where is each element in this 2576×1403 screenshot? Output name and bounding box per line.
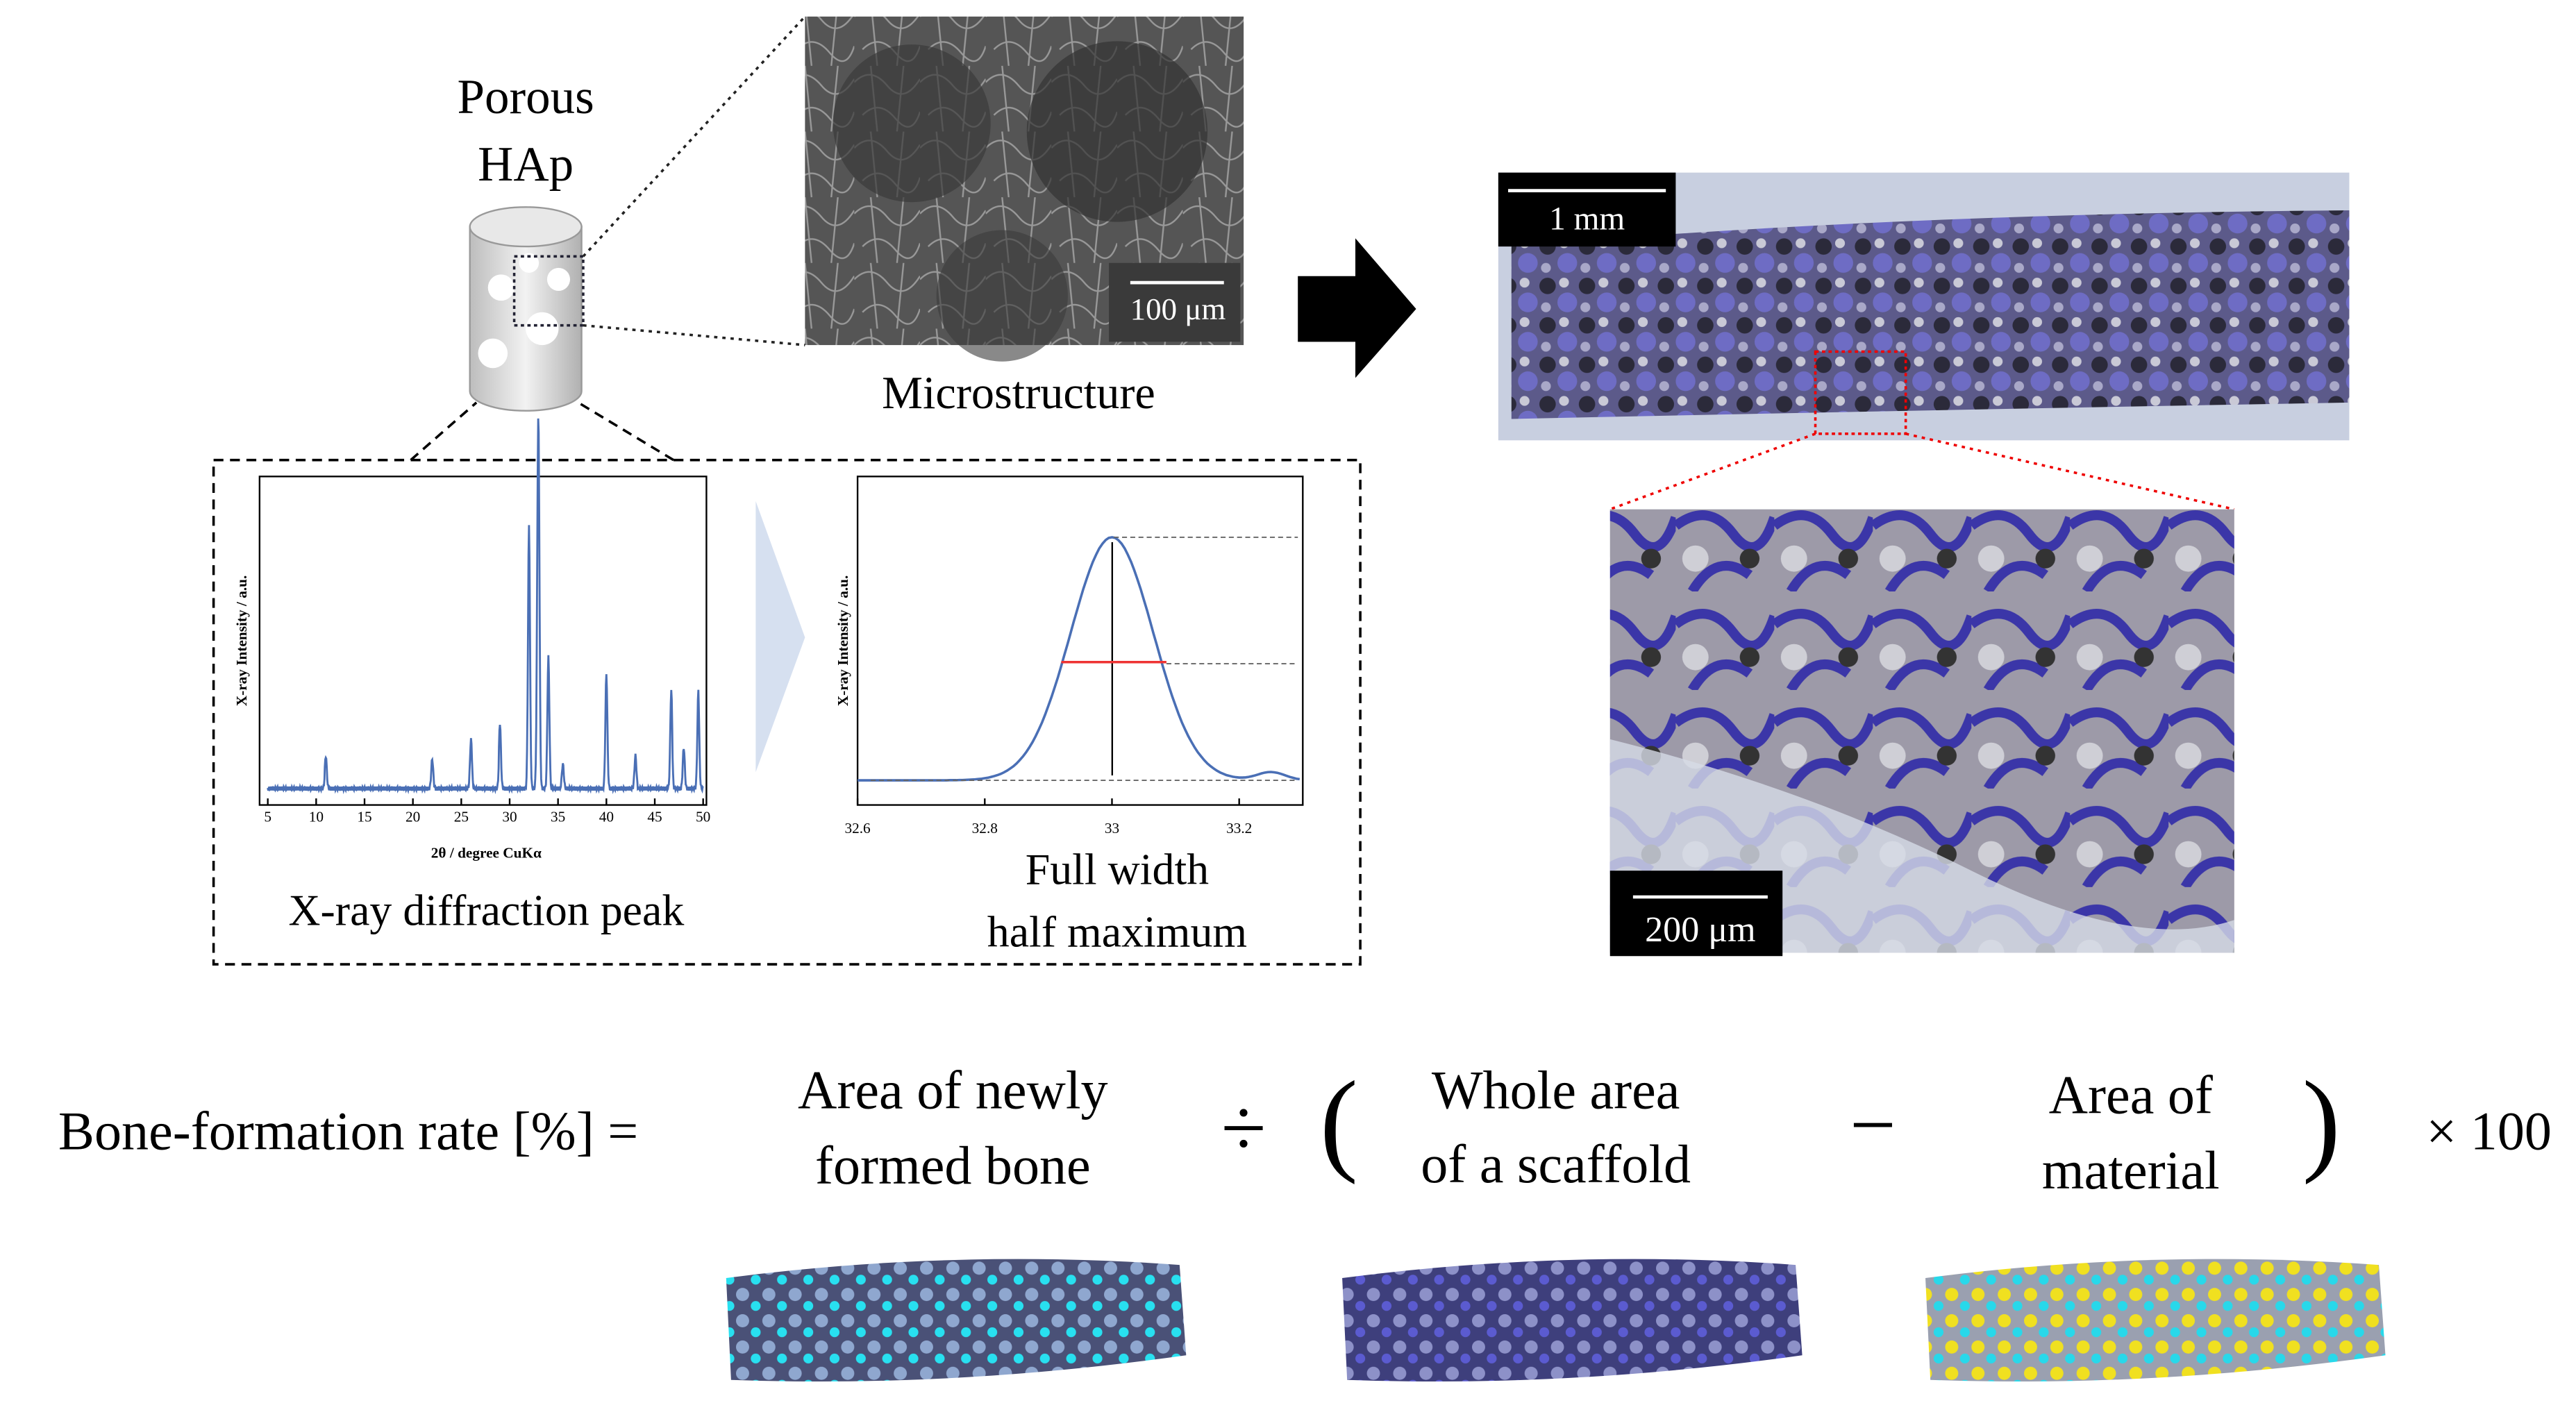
operator: − xyxy=(1850,1079,1896,1170)
equation-term: material xyxy=(2042,1140,2220,1200)
x-tick-label: 32.8 xyxy=(972,820,998,837)
caption: half maximum xyxy=(987,907,1247,957)
x-tick-label: 25 xyxy=(454,808,469,825)
equation-term: formed bone xyxy=(815,1135,1091,1195)
plot-frame xyxy=(258,476,708,806)
x-tick-label: 32.6 xyxy=(844,820,870,837)
operator: ÷ xyxy=(1221,1083,1266,1174)
zoom-line xyxy=(1905,432,2235,511)
chevron xyxy=(755,501,805,773)
label: Porous xyxy=(458,70,594,124)
y-axis-label: X-ray Intensity / a.u. xyxy=(835,576,851,707)
scale-bar-label: 1 mm xyxy=(1549,201,1625,237)
segmentation-map xyxy=(1342,1259,1803,1382)
segmentation-map xyxy=(726,1259,1187,1382)
caption: X-ray diffraction peak xyxy=(288,886,684,935)
caption: Full width xyxy=(1026,845,1209,894)
x-axis-label: 2θ / degree CuKα xyxy=(431,844,542,861)
x-tick-label: 5 xyxy=(264,808,271,825)
operator: ( xyxy=(1320,1057,1358,1185)
zoom-line xyxy=(1609,432,1816,511)
frame xyxy=(212,458,1362,966)
zoom-line xyxy=(583,324,805,346)
guide-lines xyxy=(871,536,1298,782)
equation-term: of a scaffold xyxy=(1421,1134,1691,1194)
x-tick-label: 20 xyxy=(405,808,420,825)
x-tick-label: 33.2 xyxy=(1226,820,1252,837)
equation-term: Area of xyxy=(2049,1064,2213,1125)
arrow xyxy=(1298,238,1416,378)
scale-bar-label: 200 μm xyxy=(1645,910,1755,950)
equation-term: Whole area xyxy=(1432,1059,1680,1120)
equation-term: Area of newly xyxy=(798,1059,1108,1120)
label: HAp xyxy=(478,137,574,192)
fwhm-curve xyxy=(858,536,1300,782)
histology-low xyxy=(1498,172,2350,441)
x-tick-label: 35 xyxy=(551,808,565,825)
zoom-line xyxy=(577,401,675,462)
x-tick-label: 50 xyxy=(696,808,710,825)
segmentation-map xyxy=(1925,1259,2386,1382)
y-axis-label: X-ray Intensity / a.u. xyxy=(233,576,250,707)
zoom-line xyxy=(410,401,478,462)
x-tick-label: 30 xyxy=(502,808,517,825)
x-tick-label: 33 xyxy=(1105,820,1119,837)
x-tick-label: 40 xyxy=(599,808,614,825)
plot-frame xyxy=(856,476,1304,806)
operator: × 100 xyxy=(2426,1100,2552,1161)
histology-high xyxy=(1609,509,2234,957)
caption: Microstructure xyxy=(882,368,1155,419)
equation-lhs: Bone-formation rate [%] = xyxy=(58,1100,638,1161)
x-tick-label: 45 xyxy=(647,808,662,825)
cylinder xyxy=(469,206,585,412)
operator: ) xyxy=(2302,1057,2341,1185)
xrd-curve xyxy=(267,418,704,795)
x-tick-label: 10 xyxy=(309,808,324,825)
scale-bar-label: 100 μm xyxy=(1130,292,1226,326)
x-tick-label: 15 xyxy=(357,808,371,825)
sem-image xyxy=(805,16,1244,362)
zoom-line xyxy=(582,15,806,258)
